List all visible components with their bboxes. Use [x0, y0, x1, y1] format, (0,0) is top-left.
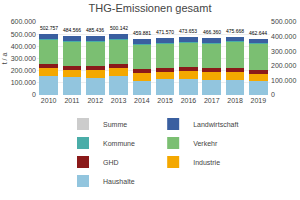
svg-text:2016: 2016 — [181, 97, 197, 104]
svg-text:2017: 2017 — [204, 97, 220, 104]
svg-text:Haushalte: Haushalte — [103, 178, 135, 185]
svg-text:400.000: 400.000 — [11, 43, 36, 50]
svg-text:2018: 2018 — [227, 97, 243, 104]
svg-text:502.757: 502.757 — [40, 25, 58, 31]
svg-text:Industrie: Industrie — [193, 159, 220, 166]
svg-text:100.000: 100.000 — [11, 79, 36, 86]
svg-text:462.644: 462.644 — [249, 30, 267, 36]
svg-text:200.000: 200.000 — [271, 62, 296, 69]
svg-text:485.436: 485.436 — [86, 27, 104, 33]
svg-text:Kommune: Kommune — [103, 140, 135, 147]
svg-text:466.360: 466.360 — [203, 29, 221, 35]
svg-text:2014: 2014 — [134, 97, 150, 104]
svg-text:473.653: 473.653 — [179, 28, 197, 34]
svg-text:Summe: Summe — [103, 121, 127, 128]
svg-text:GHD: GHD — [103, 159, 119, 166]
svg-text:500.142: 500.142 — [110, 25, 128, 31]
svg-text:300.000: 300.000 — [11, 55, 36, 62]
svg-text:400.000: 400.000 — [271, 33, 296, 40]
svg-text:t / a: t / a — [1, 53, 8, 65]
svg-text:500.000: 500.000 — [271, 18, 296, 25]
svg-text:Landwirtschaft: Landwirtschaft — [193, 121, 238, 128]
svg-text:2015: 2015 — [157, 97, 173, 104]
svg-text:475.668: 475.668 — [226, 28, 244, 34]
svg-text:484.566: 484.566 — [63, 27, 81, 33]
svg-text:0: 0 — [271, 91, 275, 98]
svg-text:2013: 2013 — [111, 97, 127, 104]
svg-text:459.881: 459.881 — [133, 30, 151, 36]
svg-text:2019: 2019 — [251, 97, 267, 104]
svg-text:600.000: 600.000 — [11, 18, 36, 25]
svg-text:200.000: 200.000 — [11, 67, 36, 74]
svg-text:2010: 2010 — [41, 97, 57, 104]
svg-text:471.570: 471.570 — [156, 29, 174, 35]
svg-text:0: 0 — [32, 91, 36, 98]
svg-text:2012: 2012 — [87, 97, 103, 104]
svg-text:THG-Emissionen gesamt: THG-Emissionen gesamt — [89, 2, 212, 14]
svg-text:300.000: 300.000 — [271, 48, 296, 55]
svg-text:500.000: 500.000 — [11, 31, 36, 38]
svg-text:Verkehr: Verkehr — [193, 140, 218, 147]
svg-text:100.000: 100.000 — [271, 77, 296, 84]
svg-text:2011: 2011 — [64, 97, 79, 104]
